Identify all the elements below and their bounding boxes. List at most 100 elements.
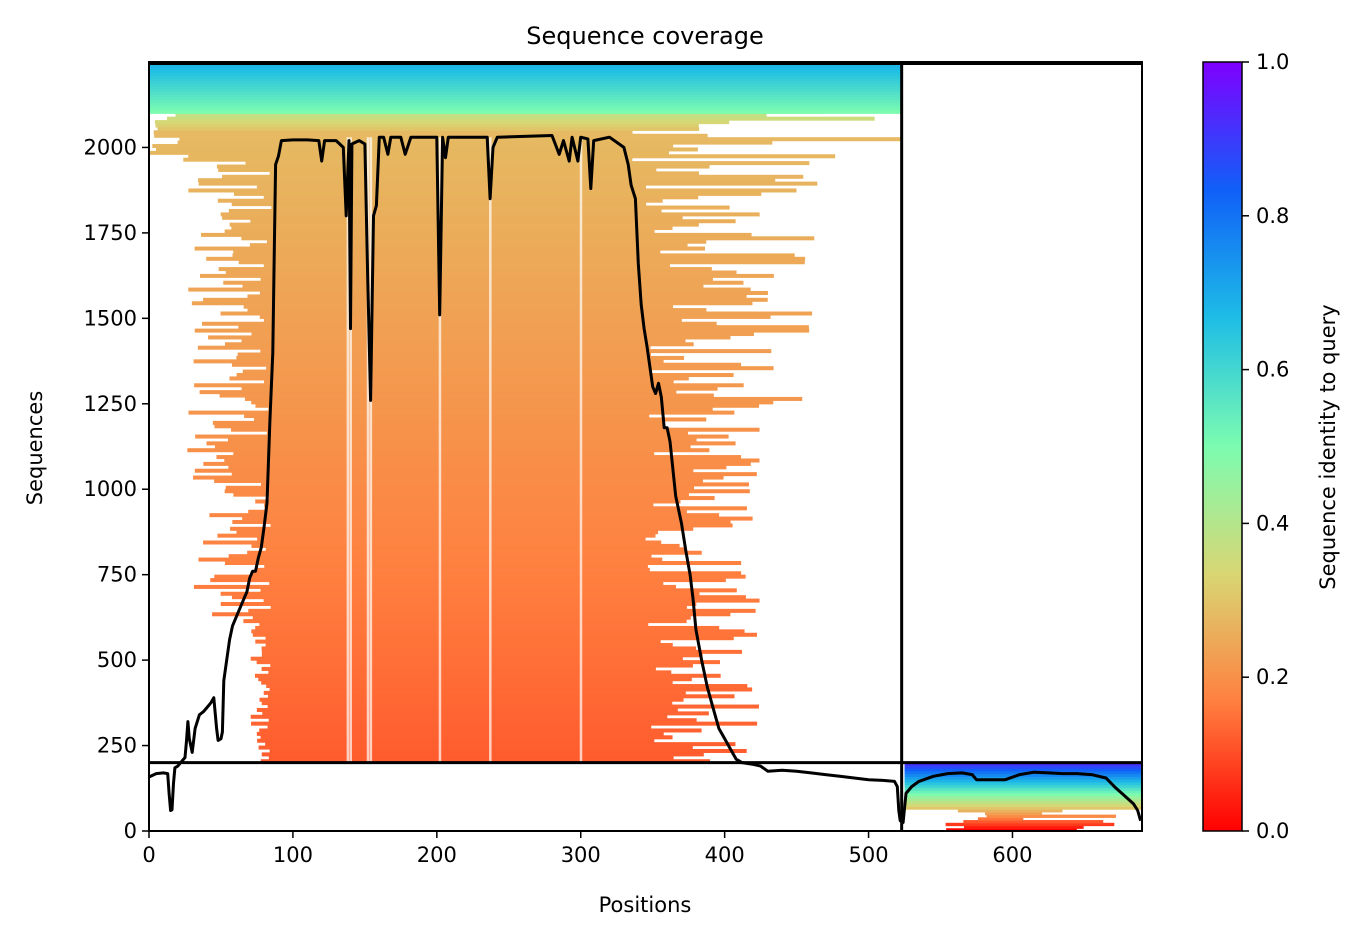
coverage-row [243,304,674,309]
coverage-row [238,260,805,265]
colorbar-tick-label: 1.0 [1256,50,1289,74]
coverage-row [227,437,697,442]
colorbar-tick-label: 0.0 [1256,819,1289,843]
coverage-row [198,557,663,562]
coverage-row [242,516,753,521]
coverage-row [149,91,902,95]
coverage-row [149,72,902,76]
coverage-row [265,636,734,641]
coverage-row [233,191,762,196]
coverage-row [203,461,751,466]
coverage-row [904,803,1142,807]
coverage-row [977,817,1024,821]
y-tick-label: 1250 [84,392,137,416]
coverage-row [264,564,648,569]
coverage-row [231,362,742,367]
coverage-row [904,765,1142,769]
coverage-row [233,249,661,254]
coverage-row [244,414,650,419]
coverage-row [247,294,747,299]
coverage-row [210,578,726,583]
coverage-row [252,615,691,620]
coverage-row [149,69,902,73]
coverage-row [255,625,720,630]
coverage-row [238,325,809,330]
coverage-row [263,690,686,695]
coverage-row [263,195,699,200]
coverage-row [230,526,694,531]
coverage-row [149,105,902,109]
coverage-row [254,673,721,678]
coverage-row [268,755,674,760]
coverage-row [194,246,705,251]
coverage-row [175,113,767,118]
coverage-row [209,513,720,518]
x-tick-label: 400 [705,843,745,867]
coverage-row [149,102,902,106]
coverage-row [262,711,709,716]
coverage-row [252,632,757,637]
coverage-row [264,502,654,507]
coverage-gap [346,137,350,763]
coverage-row [241,386,718,391]
coverage-row [216,455,742,460]
coverage-row [946,828,1077,832]
coverage-row [266,239,707,244]
coverage-row [904,787,1142,791]
coverage-row [260,349,772,354]
coverage-row [261,680,673,685]
coverage-row [263,263,670,268]
coverage-row [250,219,736,224]
x-tick-label: 100 [273,843,313,867]
coverage-gap [489,137,492,763]
y-tick-label: 2000 [84,135,137,159]
coverage-row [202,321,717,326]
coverage-row [904,789,1142,794]
coverage-row [220,591,700,596]
coverage-row [214,574,746,579]
plot-area [148,61,1143,832]
coverage-row [219,393,714,398]
coverage-row [271,205,730,210]
coverage-row [268,694,735,699]
coverage-row [256,660,720,665]
coverage-row [265,742,736,747]
coverage-row [188,154,836,159]
chart-title: Sequence coverage [526,22,763,50]
y-tick-label: 750 [97,563,137,587]
coverage-row [945,822,1115,827]
coverage-row [188,188,797,193]
coverage-row [904,776,1142,780]
coverage-row [269,748,747,753]
coverage-line [148,134,1143,824]
coverage-row [177,140,773,145]
coverage-row [957,809,1063,813]
plot-frame [148,61,1143,832]
coverage-row [251,721,758,726]
coverage-row [266,366,774,371]
coverage-row [265,643,673,648]
coverage-row [215,444,691,449]
coverage-row [251,629,745,634]
coverage-row [229,376,689,381]
coverage-row [200,232,752,237]
y-axis-title: Sequences [23,391,47,506]
coverage-row [268,670,672,675]
coverage-row [203,297,768,302]
coverage-row [963,820,1104,824]
x-axis: 0 100 200 300 400 500 600 [142,831,1033,867]
coverage-row [257,738,655,743]
coverage-row [251,400,774,405]
coverage-row [250,656,683,661]
coverage-row [149,66,902,71]
coverage-row [206,256,806,261]
coverage-row [220,311,813,316]
coverage-row [249,243,688,248]
colorbar-tick-label: 0.4 [1256,511,1289,535]
coverage-row [149,96,902,101]
coverage-row [166,116,875,121]
coverage-row [194,328,810,333]
coverage-row [149,94,902,98]
coverage-row [224,458,760,463]
coverage-gap [438,137,442,763]
